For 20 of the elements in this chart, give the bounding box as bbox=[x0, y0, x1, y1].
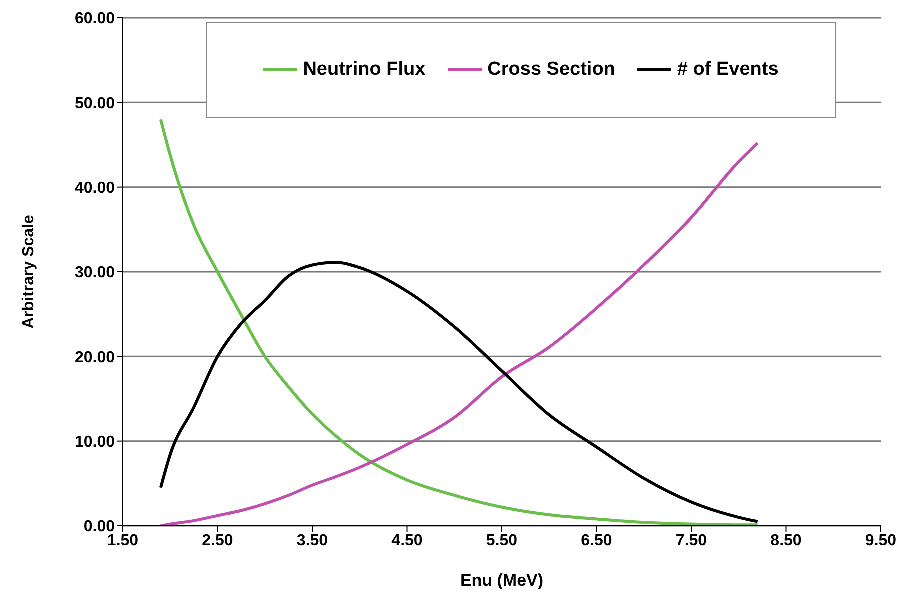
x-axis-title: Enu (MeV) bbox=[460, 571, 544, 590]
x-tick-label: 3.50 bbox=[296, 532, 328, 550]
y-tick-label: 30.00 bbox=[74, 264, 116, 282]
x-tick-label: 4.50 bbox=[392, 532, 423, 550]
x-tick-label: 5.50 bbox=[486, 532, 518, 550]
y-tick-label: 10.00 bbox=[74, 434, 116, 452]
y-tick-label: 50.00 bbox=[74, 95, 116, 112]
x-tick-label: 8.50 bbox=[770, 532, 802, 550]
y-axis-title: Arbitrary Scale bbox=[20, 214, 38, 329]
x-tick-label: 2.50 bbox=[202, 532, 234, 550]
y-tick-label: 20.00 bbox=[74, 349, 116, 366]
line-series bbox=[159, 261, 760, 524]
x-tick-label: 6.50 bbox=[581, 532, 612, 550]
x-tick-label: 9.50 bbox=[865, 532, 897, 550]
y-tick-label: 60.00 bbox=[74, 10, 116, 28]
x-tick-label: 7.50 bbox=[676, 532, 708, 550]
legend-label: Cross Section bbox=[488, 59, 616, 81]
legend-label: # of Events bbox=[677, 59, 779, 81]
y-tick-label: 40.00 bbox=[74, 180, 116, 198]
legend-label: Neutrino Flux bbox=[303, 59, 426, 81]
